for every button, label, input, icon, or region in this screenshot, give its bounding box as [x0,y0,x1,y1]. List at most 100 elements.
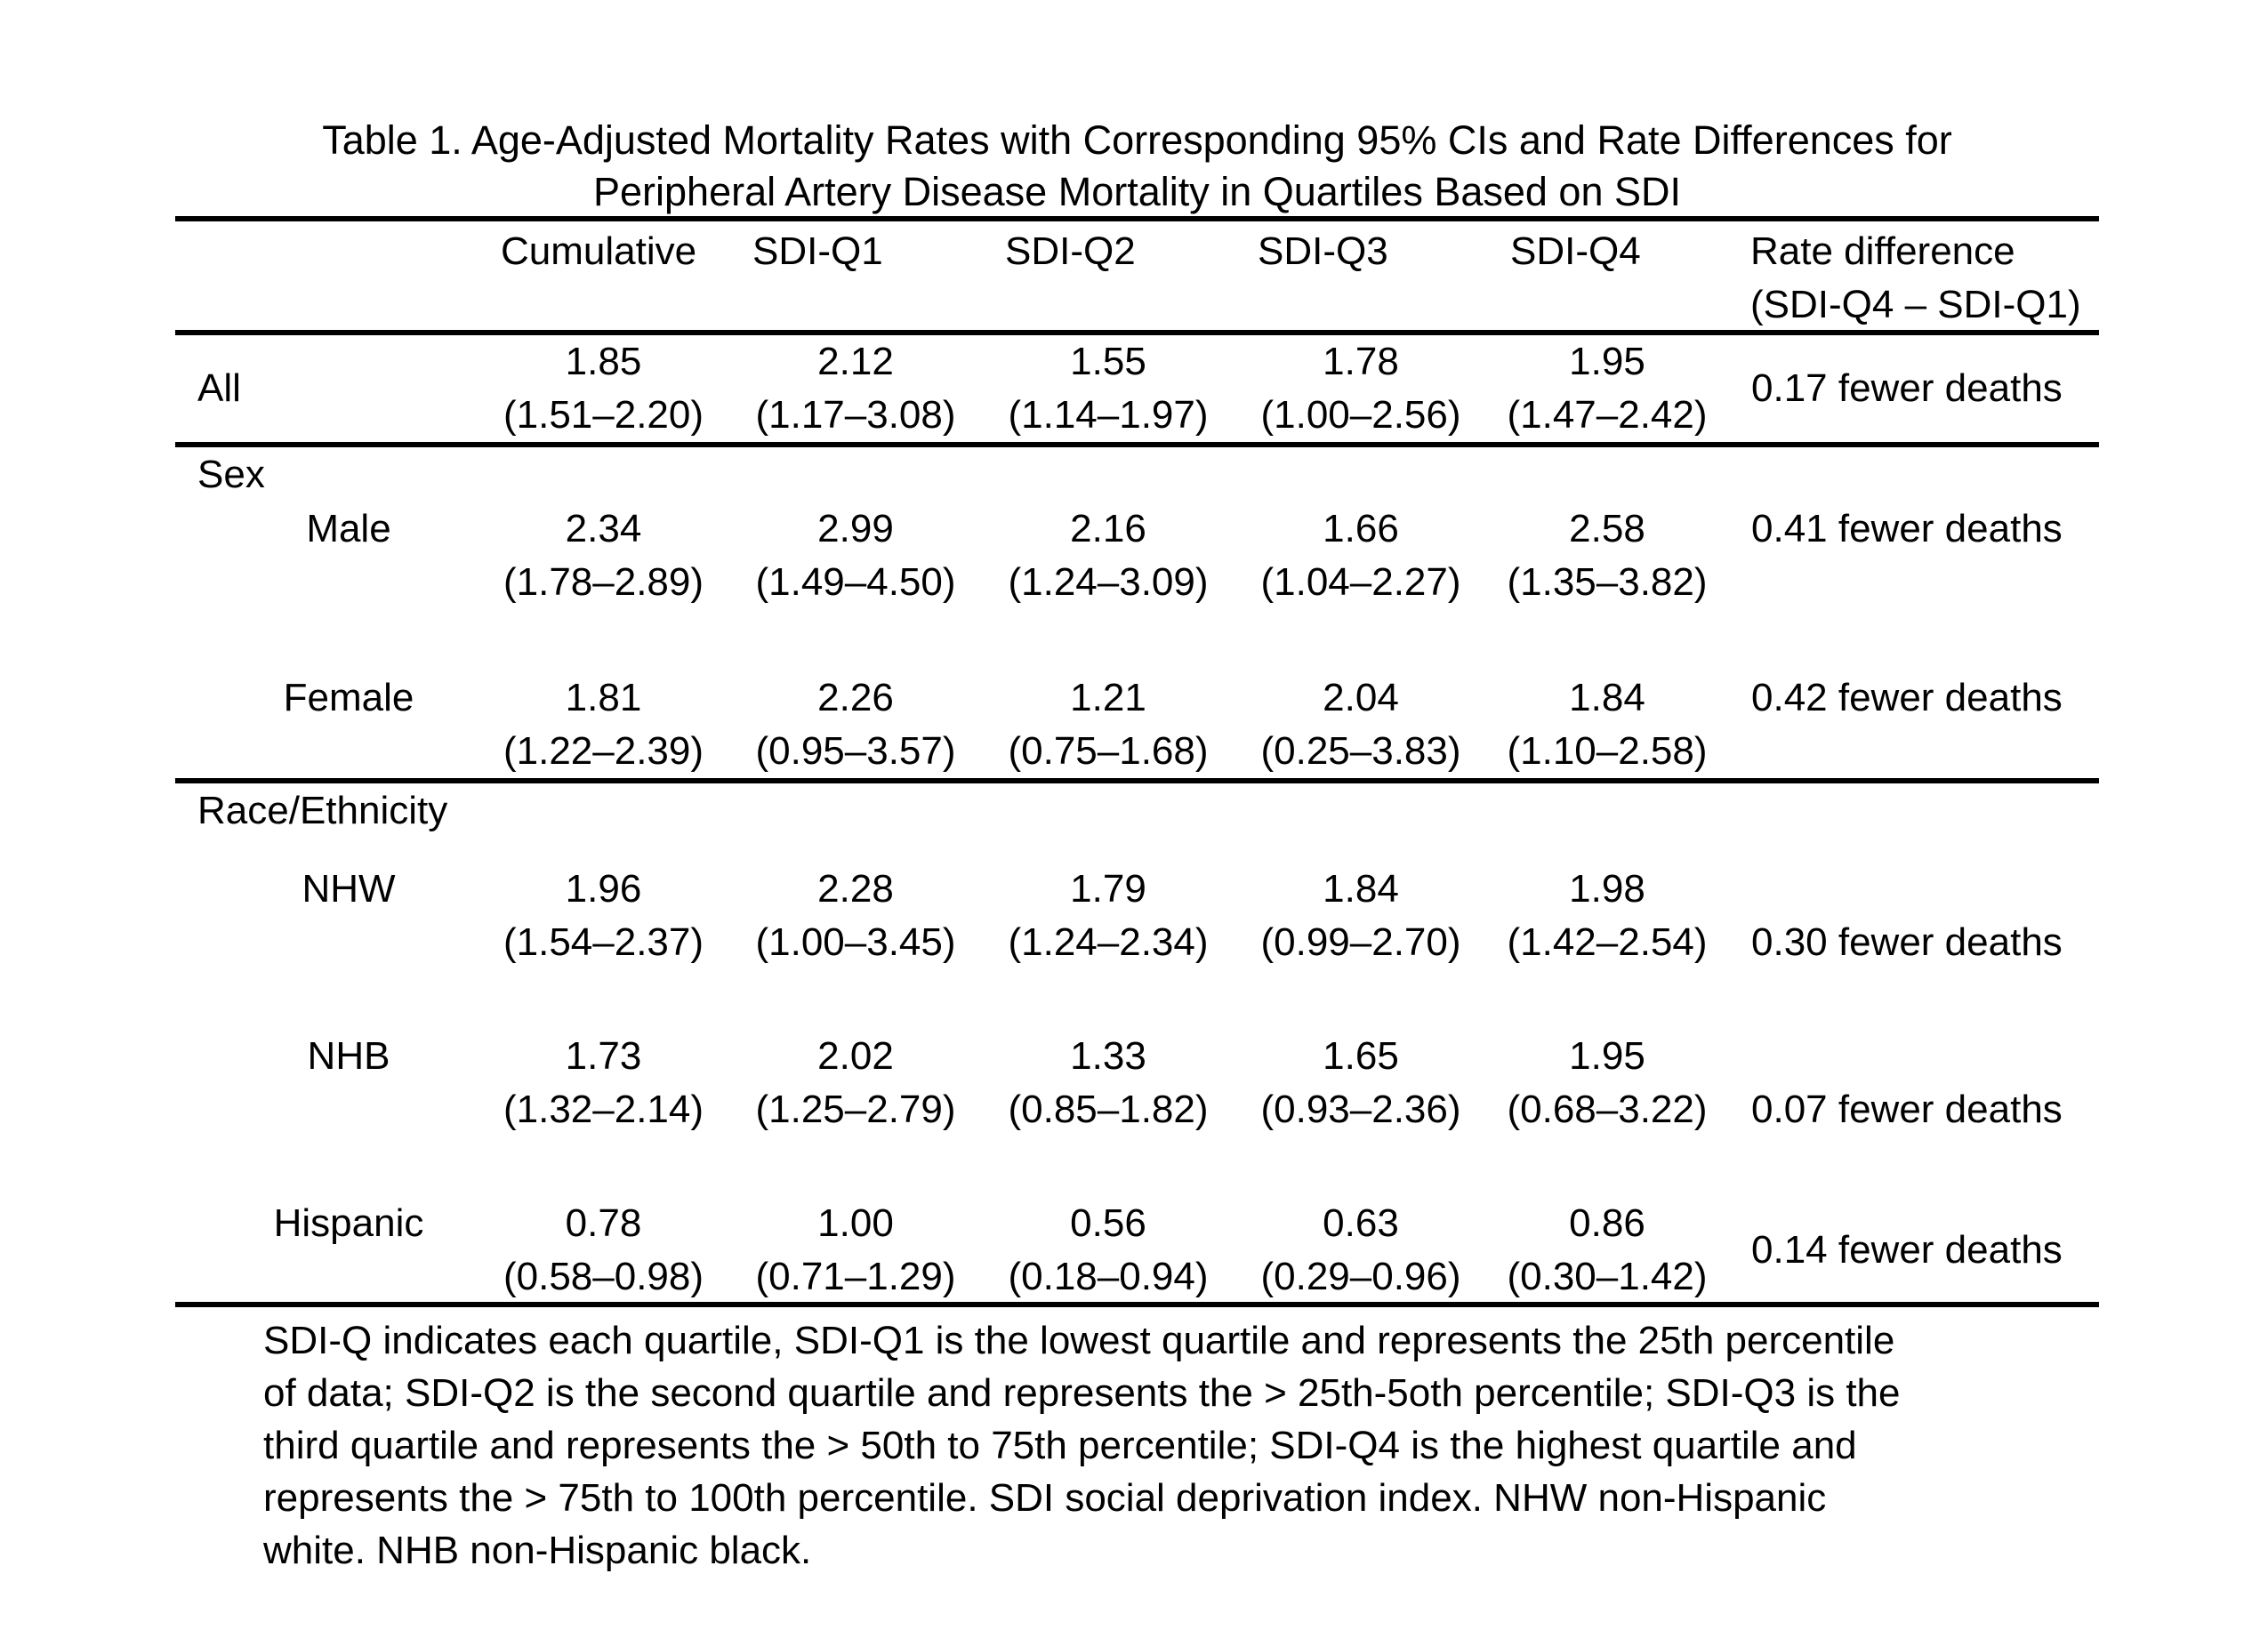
nhw-cumulative-cell: 1.96 (1.54–2.37) [478,863,729,1030]
rate-value: 1.98 [1569,867,1645,911]
row-label-all: All [197,366,241,410]
empty-cell [729,783,982,863]
ci-value: (1.10–2.58) [1507,729,1708,773]
rate-difference-female: 0.42 fewer deaths [1751,676,2063,719]
row-label-female: Female [283,676,414,719]
hispanic-cumulative-cell: 0.78 (0.58–0.98) [478,1197,729,1304]
section-label-sex: Sex [197,453,265,496]
ci-value: (1.17–3.08) [755,393,956,437]
footnote-line: third quartile and represents the > 50th… [263,1424,1857,1467]
hispanic-sdi-q4-cell: 0.86 (0.30–1.42) [1487,1197,1727,1304]
horizontal-rule-top [175,216,2099,221]
all-sdi-q3-cell: 1.78 (1.00–2.56) [1235,335,1487,442]
rate-difference-all: 0.17 fewer deaths [1751,366,2063,410]
ci-value: (1.35–3.82) [1507,560,1708,604]
rate-value: 1.66 [1323,507,1399,550]
rate-value: 2.12 [817,340,894,383]
rate-difference-hispanic: 0.14 fewer deaths [1751,1228,2063,1272]
ci-value: (0.68–3.22) [1507,1088,1708,1131]
rate-value: 1.81 [565,676,642,719]
ci-value: (1.14–1.97) [1008,393,1209,437]
table-row-female: Female 1.81 (1.22–2.39) 2.26 (0.95–3.57)… [175,671,2099,778]
empty-cell [1727,447,2099,502]
section-label-race-ethnicity: Race/Ethnicity [197,789,448,832]
ci-value: (0.95–3.57) [755,729,956,773]
all-sdi-q4-cell: 1.95 (1.47–2.42) [1487,335,1727,442]
empty-cell [478,783,729,863]
section-row-race-ethnicity: Race/Ethnicity [175,783,2099,863]
nhw-sdi-q4-cell: 1.98 (1.42–2.54) [1487,863,1727,1030]
ci-value: (0.85–1.82) [1008,1088,1209,1131]
header-rate-difference-line1: Rate difference [1750,229,2015,273]
female-sdi-q2-cell: 1.21 (0.75–1.68) [982,671,1235,778]
table-row-nhw: NHW 1.96 (1.54–2.37) 2.28 (1.00–3.45) 1.… [175,863,2099,1030]
row-label-hispanic: Hispanic [273,1201,424,1245]
rate-value: 1.33 [1070,1034,1146,1078]
horizontal-rule-below-all [175,442,2099,447]
rate-value: 0.63 [1323,1201,1399,1245]
ci-value: (1.78–2.89) [503,560,704,604]
ci-value: (1.54–2.37) [503,920,704,964]
male-sdi-q1-cell: 2.99 (1.49–4.50) [729,502,982,671]
table-header-row: Cumulative SDI-Q1 SDI-Q2 SDI-Q3 SDI-Q4 R… [175,221,2099,330]
footnote-line: represents the > 75th to 100th percentil… [263,1476,1827,1520]
empty-cell [1487,447,1727,502]
ci-value: (1.24–2.34) [1008,920,1209,964]
nhw-sdi-q3-cell: 1.84 (0.99–2.70) [1235,863,1487,1030]
table-title-line2: Peripheral Artery Disease Mortality in Q… [592,169,1682,214]
ci-value: (1.51–2.20) [503,393,704,437]
empty-cell [478,447,729,502]
ci-value: (0.75–1.68) [1008,729,1209,773]
ci-value: (1.00–2.56) [1260,393,1461,437]
ci-value: (1.42–2.54) [1507,920,1708,964]
ci-value: (0.30–1.42) [1507,1255,1708,1298]
all-sdi-q1-cell: 2.12 (1.17–3.08) [729,335,982,442]
nhb-sdi-q1-cell: 2.02 (1.25–2.79) [729,1030,982,1197]
horizontal-rule-bottom [175,1302,2099,1307]
rate-value: 1.84 [1323,867,1399,911]
hispanic-sdi-q1-cell: 1.00 (0.71–1.29) [729,1197,982,1304]
header-rate-difference-line2: (SDI-Q4 – SDI-Q1) [1750,283,2081,326]
table-title-line1: Table 1. Age-Adjusted Mortality Rates wi… [322,117,1952,163]
female-cumulative-cell: 1.81 (1.22–2.39) [478,671,729,778]
ci-value: (1.32–2.14) [503,1088,704,1131]
nhw-sdi-q1-cell: 2.28 (1.00–3.45) [729,863,982,1030]
nhb-sdi-q2-cell: 1.33 (0.85–1.82) [982,1030,1235,1197]
ci-value: (0.93–2.36) [1260,1088,1461,1131]
nhb-sdi-q3-cell: 1.65 (0.93–2.36) [1235,1030,1487,1197]
rate-value: 0.56 [1070,1201,1146,1245]
empty-cell [1487,783,1727,863]
section-row-sex: Sex [175,447,2099,502]
ci-value: (1.04–2.27) [1260,560,1461,604]
ci-value: (1.49–4.50) [755,560,956,604]
ci-value: (0.71–1.29) [755,1255,956,1298]
male-sdi-q4-cell: 2.58 (1.35–3.82) [1487,502,1727,671]
horizontal-rule-below-header [175,330,2099,335]
rate-value: 1.21 [1070,676,1146,719]
rate-value: 0.78 [565,1201,642,1245]
table-row-male: Male 2.34 (1.78–2.89) 2.99 (1.49–4.50) 2… [175,502,2099,671]
rate-value: 1.85 [565,340,642,383]
table-row-all: All 1.85 (1.51–2.20) 2.12 (1.17–3.08) 1.… [175,335,2099,442]
rate-value: 2.16 [1070,507,1146,550]
header-empty-cell [175,221,478,332]
rate-value: 1.95 [1569,340,1645,383]
hispanic-sdi-q2-cell: 0.56 (0.18–0.94) [982,1197,1235,1304]
rate-value: 2.34 [565,507,642,550]
mortality-table: Table 1. Age-Adjusted Mortality Rates wi… [175,114,2099,1577]
header-sdi-q1: SDI-Q1 [752,229,883,273]
rate-value: 1.96 [565,867,642,911]
ci-value: (1.25–2.79) [755,1088,956,1131]
footnote-line: of data; SDI-Q2 is the second quartile a… [263,1371,1901,1415]
ci-value: (1.00–3.45) [755,920,956,964]
rate-value: 2.02 [817,1034,894,1078]
male-sdi-q2-cell: 2.16 (1.24–3.09) [982,502,1235,671]
empty-cell [1727,783,2099,863]
rate-value: 2.28 [817,867,894,911]
ci-value: (0.18–0.94) [1008,1255,1209,1298]
table-row-hispanic: Hispanic 0.78 (0.58–0.98) 1.00 (0.71–1.2… [175,1197,2099,1302]
footnote-line: white. NHB non-Hispanic black. [263,1529,812,1572]
header-rate-difference: Rate difference (SDI-Q4 – SDI-Q1) [1727,221,2099,332]
rate-value: 2.04 [1323,676,1399,719]
rate-difference-nhb: 0.07 fewer deaths [1751,1088,2063,1131]
